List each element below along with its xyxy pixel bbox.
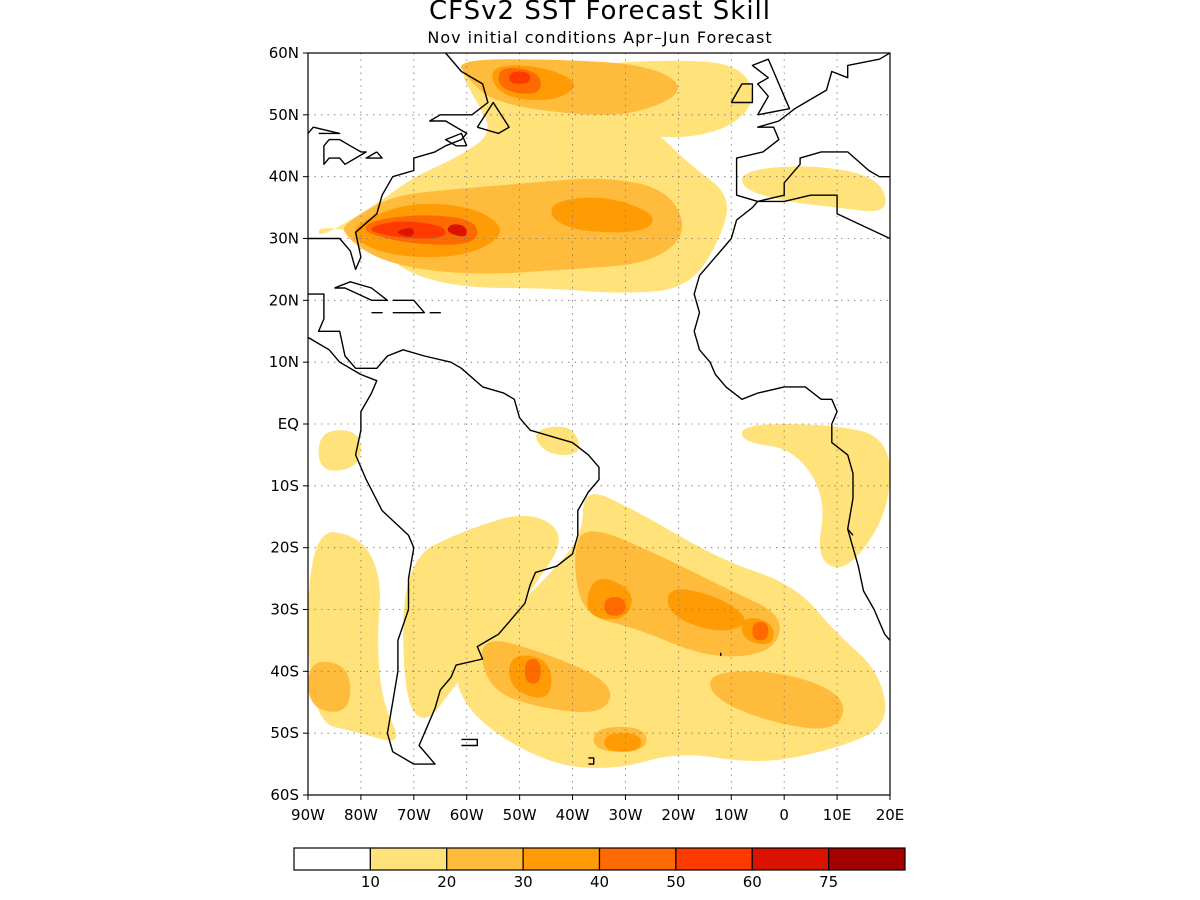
colorbar-label: 75 [819,873,838,891]
coastline [323,138,367,165]
lat-tick-label: 40S [270,662,299,680]
lon-tick-label: 60W [450,806,484,824]
lon-tick-label: 10E [823,806,852,824]
lat-lon-grid [308,53,890,795]
skill-region-level-3 [604,733,642,752]
map-title: CFSv2 SST Forecast Skill [428,0,772,26]
colorbar-swatch [369,847,448,871]
colorbar-swatch [598,847,677,871]
skill-region-level-6 [397,228,414,237]
lon-tick-label: 50W [503,806,537,824]
skill-region-level-6 [447,224,467,237]
skill-region-level-4 [752,621,769,641]
lat-tick-label: 60S [270,786,299,804]
colorbar-label: 10 [361,873,380,891]
coastline [461,738,478,747]
lat-tick-label: 20N [269,291,299,309]
lon-tick-label: 70W [397,806,431,824]
coastline [365,151,383,159]
colorbar-swatch [446,847,524,871]
coastline [735,53,890,203]
coastline [308,53,489,271]
coastline [476,101,510,135]
lat-tick-label: 10S [270,477,299,495]
skill-region-level-1 [536,426,579,455]
skill-region-level-3 [667,589,745,631]
skill-region-level-2 [710,671,844,729]
colorbar-label: 20 [437,873,456,891]
lon-tick-label: 10W [714,806,748,824]
lat-tick-label: 50N [269,106,299,124]
skill-region-level-1 [403,515,559,718]
lat-tick-label: 40N [269,168,299,186]
skill-region-level-1 [318,430,361,471]
coastline [693,194,890,641]
coastline [334,281,389,301]
coastline [751,58,791,116]
lat-tick-label: EQ [278,415,299,433]
skill-region-level-1 [741,424,890,568]
skill-region-level-2 [308,661,351,712]
lon-tick-label: 40W [556,806,590,824]
colorbar-swatch [751,847,830,871]
coastline [308,293,600,765]
lon-tick-label: 30W [608,806,642,824]
colorbar-swatch [293,847,371,871]
colorbar-swatch [828,847,906,871]
lat-tick-label: 30N [269,230,299,248]
lat-tick-label: 50S [270,724,299,742]
colorbar-label: 40 [590,873,609,891]
skill-region-level-4 [524,659,541,684]
lat-tick-label: 20S [270,539,299,557]
coastline [847,528,854,536]
colorbar: 10 20 30 40 50 60 75 [293,847,906,891]
lon-tick-label: 0 [779,806,789,824]
skill-fill-layer [308,59,890,768]
colorbar-label: 30 [514,873,533,891]
colorbar-label: 60 [743,873,762,891]
coastline [730,83,754,104]
lat-tick-label: 60N [269,44,299,62]
lon-tick-label: 20W [661,806,695,824]
colorbar-swatch [675,847,753,871]
coastline [588,757,595,765]
colorbar-label: 50 [666,873,685,891]
lat-tick-label: 10N [269,353,299,371]
skill-region-level-3 [551,197,653,233]
lat-tick-label: 30S [270,601,299,619]
lon-tick-label: 80W [344,806,378,824]
lon-tick-label: 90W [291,806,325,824]
axis-ticks: 60N 50N 40N 30N 20N 10N EQ 10S 20S 30S 40S 50S 60S 90… [269,44,905,824]
map-subtitle: Nov initial conditions Apr–Jun Forecast [427,28,773,47]
skill-region-level-1 [741,166,886,212]
coastline [392,299,426,314]
coastline [444,132,468,147]
coastline-layer [308,53,890,765]
lon-tick-label: 20E [876,806,905,824]
skill-region-level-5 [509,71,531,84]
skill-region-level-1 [308,532,397,741]
colorbar-swatch [522,847,601,871]
skill-region-level-4 [604,597,626,616]
coastline [308,126,341,135]
